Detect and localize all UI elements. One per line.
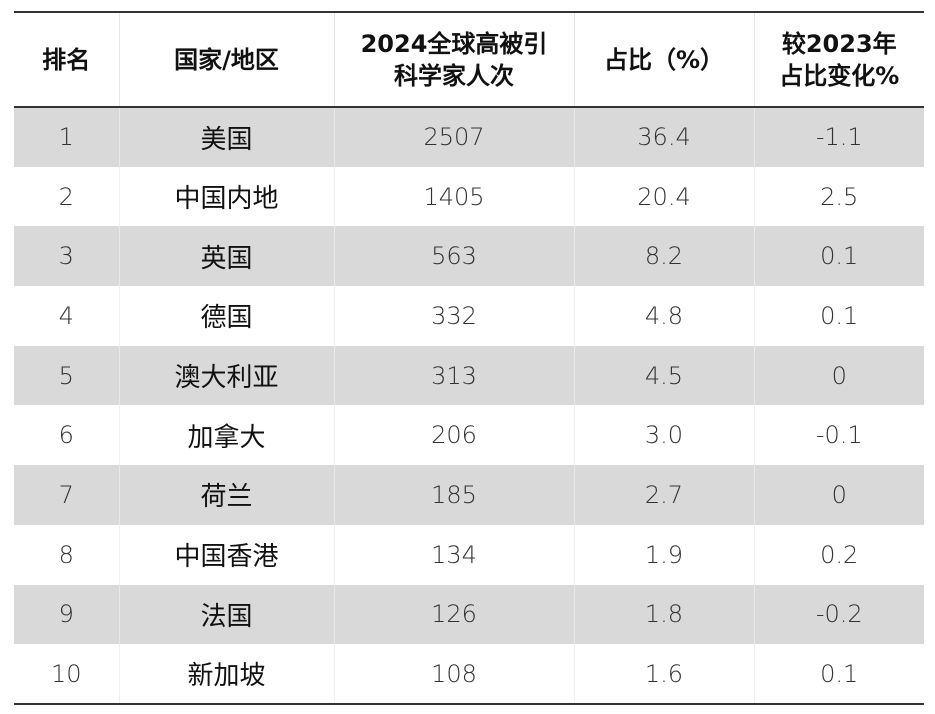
cell-count: 332 (333, 286, 574, 346)
table-row: 3 英国 563 8.2 0.1 (14, 226, 924, 287)
cell-share: 3.0 (573, 405, 754, 466)
header-rank: 排名 (14, 11, 119, 108)
header-count-line1: 2024全球高被引 (360, 29, 548, 58)
cell-rank: 1 (14, 107, 119, 167)
cell-rank: 10 (14, 644, 119, 705)
cell-count: 206 (333, 405, 574, 466)
header-change: 较2023年 占比变化% (753, 11, 924, 108)
table-row: 1 美国 2507 36.4 -1.1 (14, 107, 924, 167)
cell-rank: 7 (14, 465, 119, 525)
cell-count: 563 (333, 226, 574, 287)
cell-rank: 5 (14, 345, 119, 406)
cell-region: 德国 (118, 286, 334, 346)
cell-count: 134 (333, 524, 574, 585)
cell-rank: 3 (14, 226, 119, 287)
table-row: 8 中国香港 134 1.9 0.2 (14, 524, 924, 585)
cell-change: 0.1 (753, 644, 924, 705)
cell-share: 36.4 (573, 107, 754, 167)
cell-rank: 6 (58, 421, 74, 450)
cell-region: 中国香港 (118, 524, 334, 585)
header-count: 2024全球高被引 科学家人次 (333, 11, 574, 108)
cell-count: 108 (333, 644, 574, 705)
cell-count: 2507 (333, 107, 574, 167)
table-row: 10 新加坡 108 1.6 0.1 (14, 644, 924, 705)
cell-count: 126 (333, 584, 574, 645)
cell-region: 法国 (118, 584, 334, 645)
cell-region: 加拿大 (118, 405, 334, 466)
header-change-line2: 占比变化% (779, 61, 900, 90)
cell-count: 185 (333, 465, 574, 525)
cell-change: 0 (753, 345, 924, 406)
cell-rank: 2 (58, 182, 74, 211)
cell-change: 2.5 (753, 166, 924, 227)
cell-count: 313 (333, 345, 574, 406)
cell-share: 20.4 (573, 166, 754, 227)
cell-change: -1.1 (753, 107, 924, 167)
cell-share: 8.2 (573, 226, 754, 287)
cell-change: 0.2 (753, 524, 924, 585)
cell-share: 2.7 (573, 465, 754, 525)
cell-share: 4.8 (573, 286, 754, 346)
cell-change: -0.1 (753, 405, 924, 466)
table-body: 1 美国 2507 36.4 -1.1 2 中国内地 1405 20.4 2.5… (14, 107, 924, 705)
cell-rank: 4 (58, 301, 74, 330)
header-change-line1: 较2023年 (781, 29, 897, 58)
cell-count: 1405 (333, 166, 574, 227)
ranking-table: 排名 国家/地区 2024全球高被引 科学家人次 占比（%） 较2023年 占比… (14, 11, 924, 705)
cell-change: 0.1 (753, 286, 924, 346)
cell-region: 英国 (118, 226, 334, 287)
cell-change: -0.2 (753, 584, 924, 645)
header-count-line2: 科学家人次 (394, 61, 514, 90)
table-row: 7 荷兰 185 2.7 0 (14, 465, 924, 525)
cell-share: 1.6 (573, 644, 754, 705)
cell-change: 0.1 (753, 226, 924, 287)
cell-region: 中国内地 (118, 166, 334, 227)
header-region: 国家/地区 (118, 11, 334, 108)
table-row: 4 德国 332 4.8 0.1 (14, 286, 924, 346)
cell-rank: 8 (58, 540, 74, 569)
cell-change: 0 (753, 465, 924, 525)
cell-region: 荷兰 (118, 465, 334, 525)
header-share: 占比（%） (573, 11, 754, 108)
cell-share: 1.9 (573, 524, 754, 585)
cell-region: 澳大利亚 (118, 345, 334, 406)
table-row: 9 法国 126 1.8 -0.2 (14, 584, 924, 645)
table-row: 2 中国内地 1405 20.4 2.5 (14, 166, 924, 227)
cell-rank: 9 (14, 584, 119, 645)
table-row: 5 澳大利亚 313 4.5 0 (14, 345, 924, 406)
table-row: 6 加拿大 206 3.0 -0.1 (14, 405, 924, 466)
table-header: 排名 国家/地区 2024全球高被引 科学家人次 占比（%） 较2023年 占比… (14, 11, 924, 108)
cell-region: 美国 (118, 107, 334, 167)
cell-region: 新加坡 (118, 644, 334, 705)
header-row: 排名 国家/地区 2024全球高被引 科学家人次 占比（%） 较2023年 占比… (14, 11, 924, 108)
cell-share: 1.8 (573, 584, 754, 645)
cell-share: 4.5 (573, 345, 754, 406)
